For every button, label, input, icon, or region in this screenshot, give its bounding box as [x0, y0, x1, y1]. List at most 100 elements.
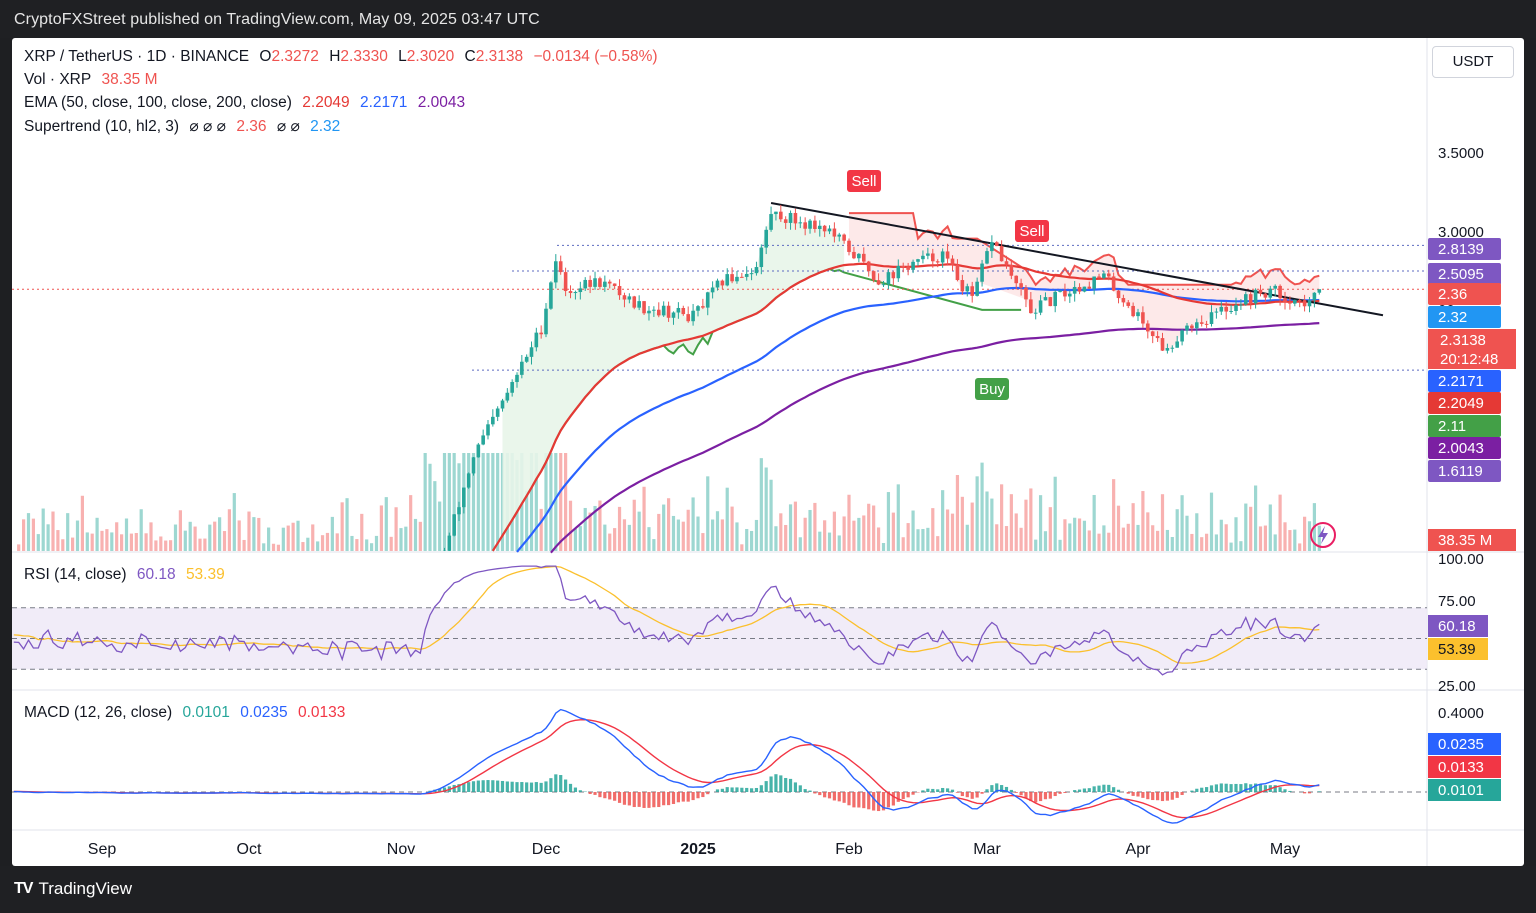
candle-body: [1283, 298, 1287, 303]
macd-histogram-bar: [1024, 792, 1028, 799]
volume-bar: [554, 453, 558, 551]
candle-body: [1092, 276, 1096, 289]
volume-bar: [1317, 525, 1321, 551]
volume-bar: [1160, 494, 1165, 551]
macd-histogram-bar: [1131, 792, 1135, 796]
volume-bar: [51, 511, 55, 551]
volume-bar: [31, 518, 35, 551]
volume-bar: [1068, 523, 1072, 551]
candle-body: [852, 251, 856, 259]
macd-histogram-bar: [632, 792, 636, 808]
volume-bar: [1293, 529, 1297, 551]
candle-body: [622, 295, 627, 300]
volume-bar: [525, 490, 529, 551]
volume-bar: [169, 540, 173, 551]
volume-bar: [847, 494, 851, 551]
candle-body: [549, 282, 553, 309]
volume-bar: [1009, 494, 1013, 551]
volume-bar: [1195, 513, 1199, 551]
rsi-value-tag-text: 60.18: [1438, 618, 1476, 635]
macd-histogram-bar: [1205, 787, 1209, 792]
macd-legend[interactable]: MACD (12, 26, close) 0.0101 0.0235 0.013…: [24, 704, 351, 722]
volume-bar: [438, 501, 442, 551]
candle-body: [916, 259, 920, 262]
volume-bar: [404, 526, 408, 551]
volume-bar: [173, 524, 178, 551]
volume-bar: [134, 532, 138, 551]
macd-histogram-bar: [1141, 792, 1145, 798]
chart-panel[interactable]: Sell Sell Buy 100.00 75.00 25.00 60.18 53.39 0…: [12, 38, 1524, 866]
candle-body: [832, 228, 837, 237]
candle-body: [827, 228, 832, 232]
volume-bar: [257, 517, 261, 551]
macd-histogram-bar: [1288, 790, 1292, 792]
volume-bar: [867, 503, 871, 551]
macd-histogram-bar: [1136, 792, 1140, 797]
candle-body: [632, 296, 637, 308]
macd-signal-line: [13, 718, 1320, 819]
high-value: 2.3330: [340, 48, 388, 65]
macd-histogram-bar: [1303, 792, 1307, 794]
tradingview-logo[interactable]: TV TradingView: [14, 879, 132, 899]
ema-legend[interactable]: EMA (50, close, 100, close, 200, close) …: [24, 94, 471, 112]
candle-body: [637, 301, 641, 308]
volume-bar: [413, 518, 418, 551]
macd-histogram-bar: [720, 788, 724, 792]
volume-bar: [1004, 526, 1009, 551]
candle-body: [861, 253, 866, 262]
volume-bar: [1146, 512, 1150, 551]
rsi-value-tag: [1428, 638, 1488, 660]
supertrend-down-value: 2.32: [310, 118, 341, 135]
volume-bar: [1229, 542, 1233, 551]
volume-bar: [433, 481, 437, 551]
symbol-title[interactable]: XRP / TetherUS · 1D · BINANCE: [24, 48, 250, 65]
volume-bar: [1303, 516, 1307, 551]
candle-body: [1165, 348, 1170, 351]
volume-bar: [955, 475, 960, 551]
price-tick-label: 3.5000: [1438, 145, 1484, 162]
volume-legend[interactable]: Vol · XRP 38.35 M: [24, 71, 164, 89]
candle-body: [793, 212, 798, 224]
candle-body: [710, 287, 715, 293]
supertrend-legend[interactable]: Supertrend (10, hl2, 3) ⌀ ⌀ ⌀ 2.36 ⌀ ⌀ 2…: [24, 117, 346, 136]
volume-bar: [578, 526, 582, 551]
currency-button[interactable]: USDT: [1432, 46, 1514, 78]
candle-body: [544, 308, 548, 335]
volume-bar: [842, 516, 846, 551]
candle-body: [803, 222, 807, 229]
volume-bar: [886, 492, 891, 551]
candle-body: [886, 272, 891, 285]
rsi-legend[interactable]: RSI (14, close) 60.18 53.39: [24, 566, 231, 584]
candle-body: [539, 332, 543, 335]
volume-bar: [1180, 495, 1184, 551]
macd-histogram-bar: [505, 781, 509, 792]
candle-body: [783, 219, 788, 223]
candle-body: [980, 263, 984, 282]
candle-body: [921, 255, 925, 260]
volume-bar: [222, 531, 227, 551]
macd-histogram-bar: [622, 792, 627, 805]
macd-histogram-bar: [808, 790, 812, 792]
volume-bar: [1136, 524, 1140, 551]
candle-body: [817, 225, 822, 229]
macd-value-tag-text: 0.0133: [1438, 759, 1484, 776]
close-label: C: [464, 48, 476, 65]
macd-histogram-bar: [1053, 792, 1057, 797]
volume-bar: [360, 513, 364, 551]
candle-body: [1248, 294, 1253, 304]
volume-bar: [320, 535, 325, 551]
chart-svg[interactable]: Sell Sell Buy 100.00 75.00 25.00 60.18 53.39 0…: [12, 38, 1524, 866]
macd-histogram-bar: [857, 792, 861, 808]
macd-histogram-bar: [676, 792, 680, 803]
volume-bar: [365, 539, 369, 551]
macd-histogram-bar: [1317, 791, 1321, 792]
candle-body: [837, 234, 842, 237]
candle-body: [1209, 312, 1214, 324]
volume-bar: [1034, 539, 1038, 551]
volume-bar: [1000, 484, 1004, 551]
volume-bar: [129, 533, 133, 551]
supertrend-na-values: ⌀ ⌀ ⌀: [189, 118, 227, 135]
candle-body: [1029, 299, 1033, 314]
macd-signal-value: 0.0133: [297, 704, 346, 721]
volume-bar: [409, 495, 413, 551]
